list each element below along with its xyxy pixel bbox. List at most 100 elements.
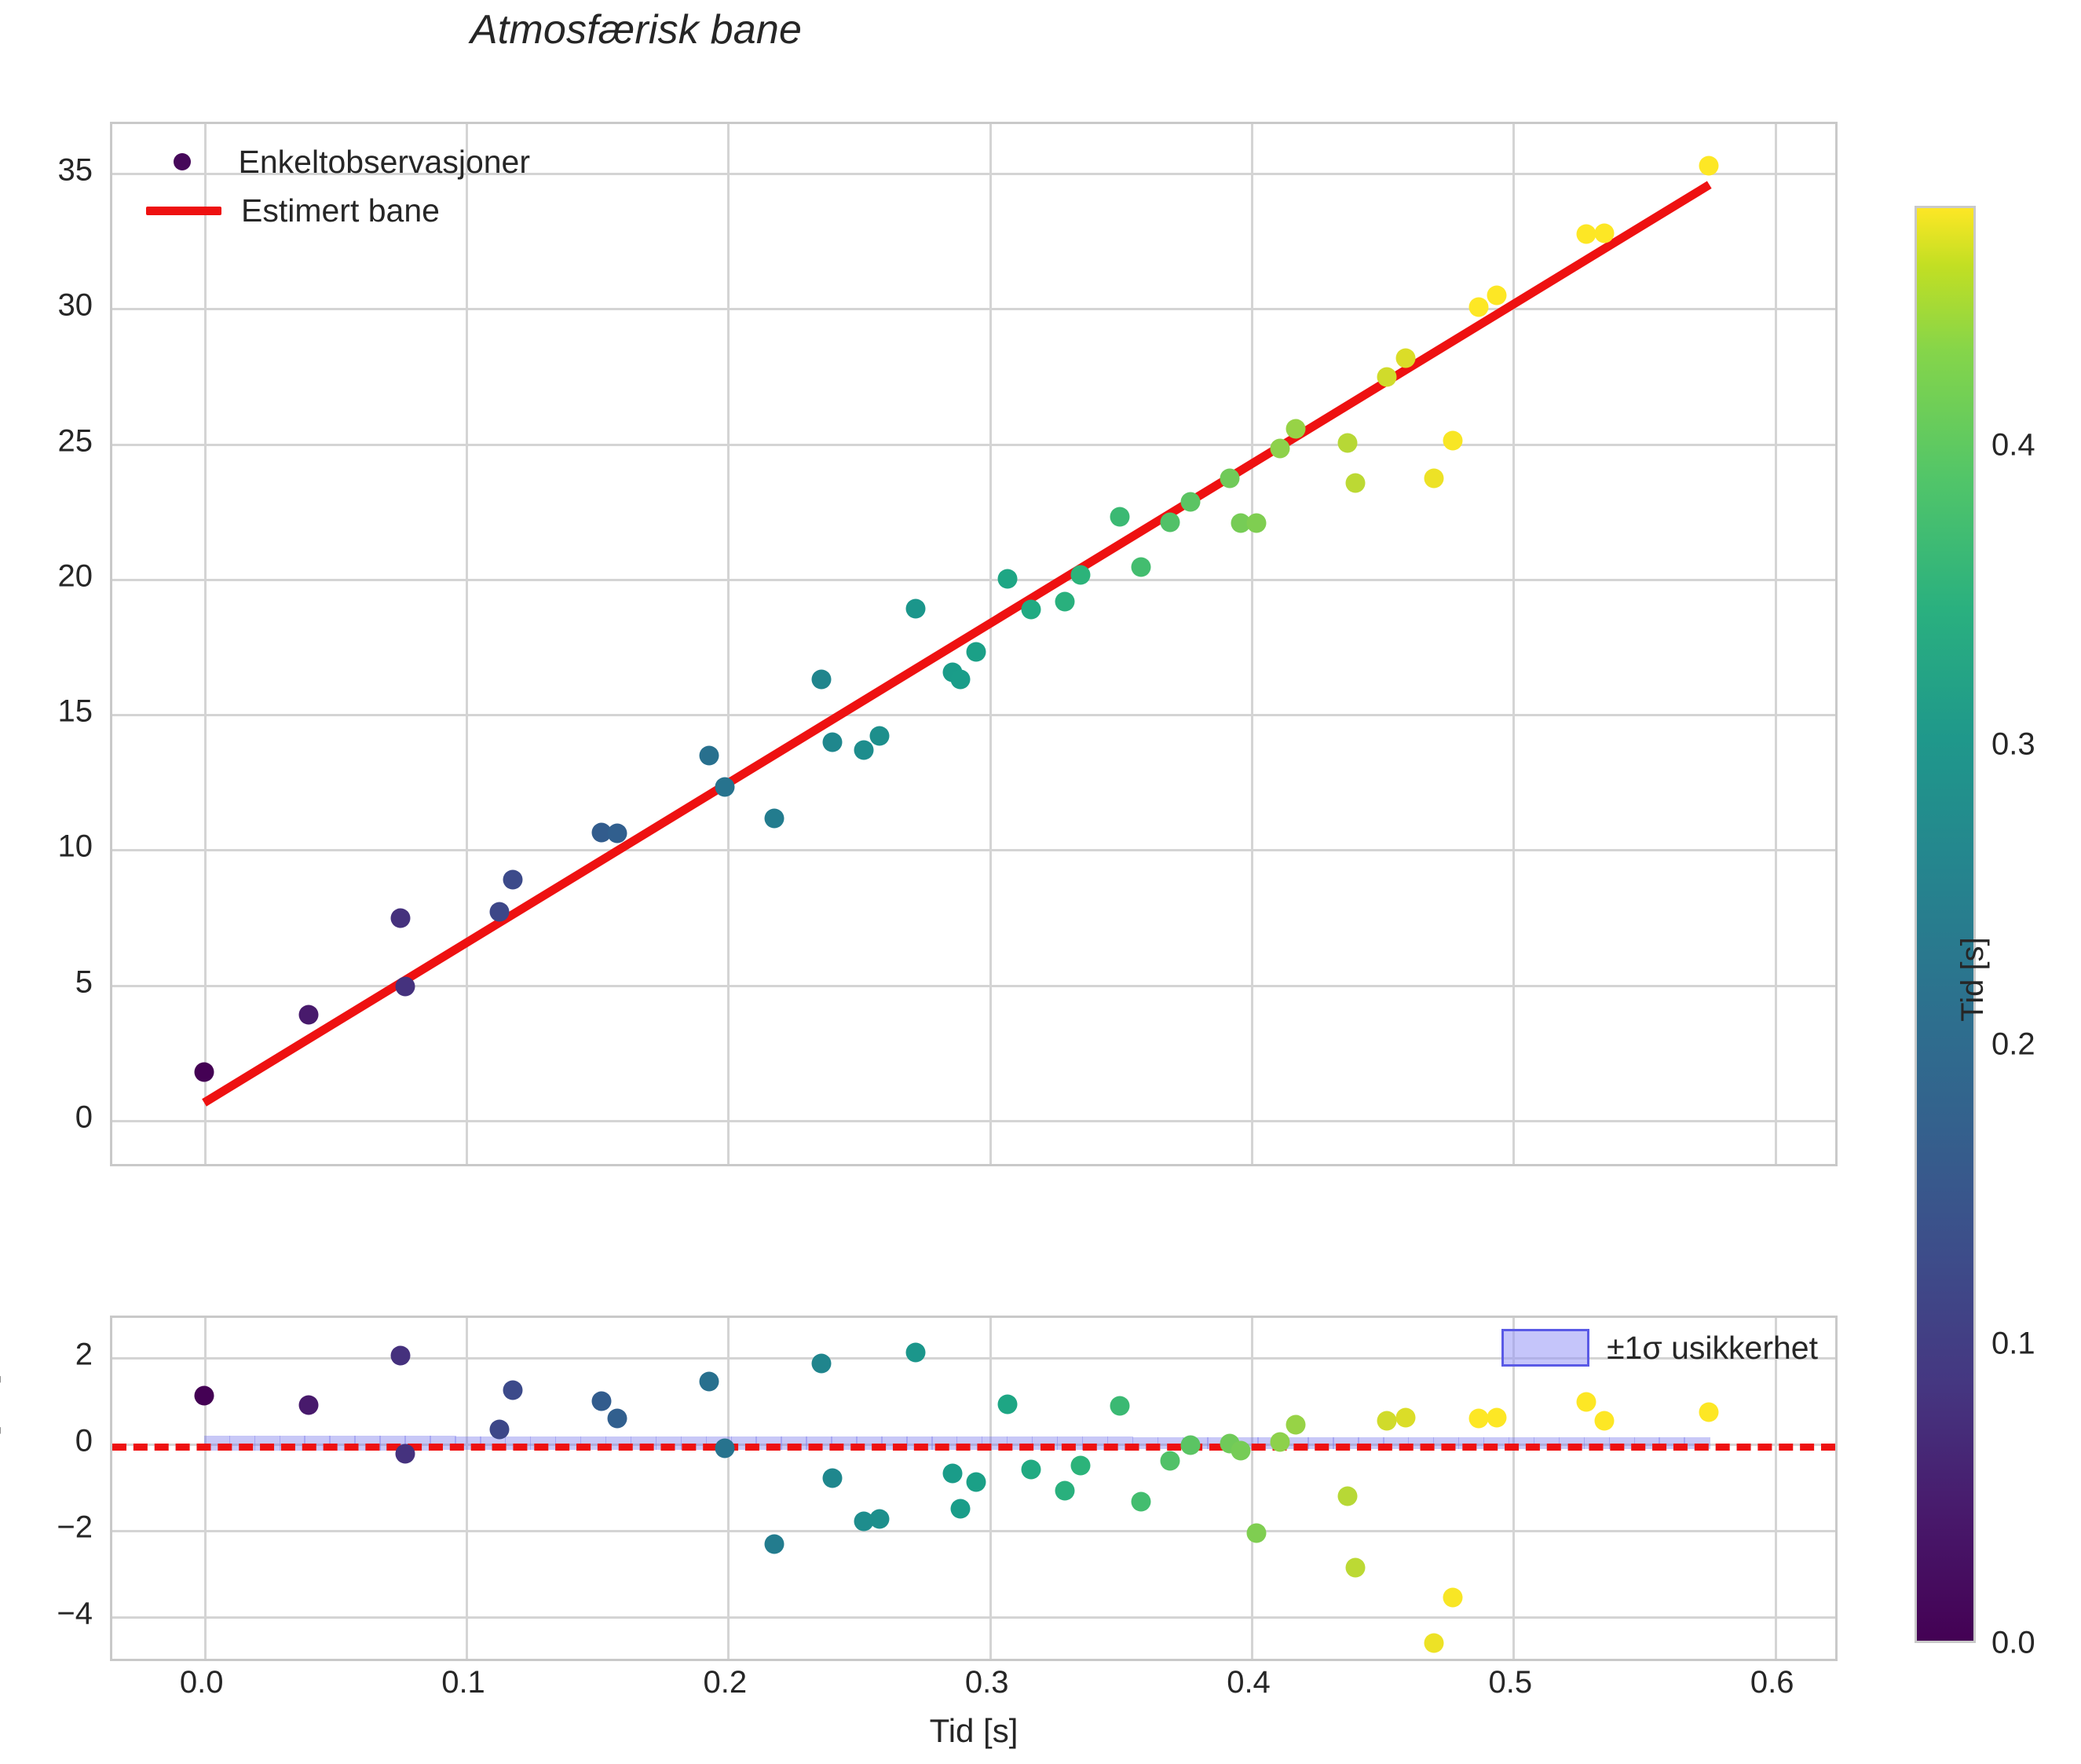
main-scatter-panel (110, 122, 1838, 1166)
residual-legend: ±1σ usikkerhet (1501, 1329, 1818, 1367)
colorbar-tick-label: 0.2 (1991, 1027, 2035, 1061)
scatter-point (715, 777, 735, 797)
x-tick-label: 0.0 (179, 1665, 224, 1700)
residual-point (390, 1345, 411, 1366)
scatter-point (1055, 591, 1075, 612)
y-tick-label: 30 (57, 287, 93, 323)
residual-point (1180, 1435, 1201, 1455)
residual-point (1231, 1440, 1251, 1461)
scatter-point (764, 808, 784, 829)
colorbar-tick-label: 0.0 (1991, 1625, 2035, 1660)
residual-point (869, 1509, 890, 1529)
scatter-point (1180, 492, 1201, 512)
gridline-vertical (1774, 1318, 1777, 1659)
scatter-point (1110, 507, 1130, 527)
scatter-point (869, 726, 890, 746)
colorbar-label: Tid [s] (1955, 936, 1990, 1022)
scatter-point (966, 642, 986, 662)
y-tick-label: 35 (57, 152, 93, 188)
residual-point (822, 1468, 843, 1488)
residual-point (194, 1385, 214, 1406)
gridline-vertical (203, 124, 207, 1164)
scatter-point (1594, 223, 1615, 243)
gridline-horizontal (112, 984, 1835, 987)
y-tick-label: −2 (57, 1510, 93, 1544)
gridline-horizontal (112, 1529, 1835, 1532)
scatter-point (854, 740, 874, 760)
residual-point (950, 1499, 971, 1519)
scatter-point (1395, 348, 1416, 368)
colorbar-tick-label: 0.4 (1991, 427, 2035, 463)
scatter-point (1246, 513, 1267, 533)
legend-entry-fitline: Estimert bane (137, 186, 530, 235)
gridline-horizontal (112, 578, 1835, 581)
residual-point (1110, 1396, 1130, 1416)
gridline-horizontal (112, 173, 1835, 176)
scatter-point (1270, 438, 1290, 459)
gridline-horizontal (112, 1356, 1835, 1360)
residual-point (1337, 1486, 1358, 1506)
residual-point (1246, 1523, 1267, 1543)
residual-point (1377, 1411, 1397, 1431)
gridline-vertical (1512, 1318, 1516, 1659)
residual-point (1055, 1480, 1075, 1501)
x-tick-label: 0.5 (1488, 1665, 1533, 1700)
residual-point (1286, 1414, 1306, 1435)
colorbar (1915, 206, 1976, 1643)
gridline-vertical (466, 124, 468, 1164)
residual-point (699, 1371, 719, 1392)
scatter-point (1576, 224, 1596, 244)
scatter-point (1131, 557, 1151, 577)
scatter-marker-icon (137, 153, 228, 170)
gridline-horizontal (112, 443, 1835, 446)
gridline-vertical (203, 1318, 207, 1659)
legend-label-scatter: Enkeltobservasjoner (238, 143, 530, 180)
scatter-point (699, 745, 719, 766)
y-tick-label: 5 (75, 964, 93, 1000)
y-tick-label: −4 (57, 1596, 93, 1630)
scatter-point (1377, 367, 1397, 387)
residual-point (503, 1380, 523, 1400)
y-tick-label: 20 (57, 558, 93, 594)
scatter-point (1337, 433, 1358, 453)
residual-point (1594, 1411, 1615, 1431)
y-tick-label: 2 (75, 1337, 93, 1371)
scatter-point (194, 1062, 214, 1082)
residual-point (1345, 1557, 1366, 1578)
scatter-point (997, 569, 1018, 589)
residual-point (905, 1342, 926, 1363)
residual-plot-area (112, 1318, 1835, 1659)
scatter-point (1487, 285, 1507, 306)
x-tick-label: 0.4 (1227, 1665, 1271, 1700)
scatter-point (1286, 419, 1306, 439)
scatter-point (905, 598, 926, 619)
residual-point (591, 1391, 612, 1411)
residual-point (1424, 1633, 1444, 1653)
residual-point (811, 1353, 832, 1374)
scatter-point (1220, 468, 1240, 489)
scatter-point (1424, 468, 1444, 489)
residual-point (1487, 1407, 1507, 1427)
page-title: Atmosfærisk bane (470, 7, 803, 53)
scatter-point (1468, 297, 1489, 317)
zero-reference-line (112, 1443, 1835, 1451)
scatter-point (1021, 599, 1041, 620)
gridline-vertical (727, 1318, 730, 1659)
colorbar-tick-label: 0.3 (1991, 726, 2035, 762)
residual-point (1699, 1402, 1719, 1422)
gridline-vertical (727, 124, 730, 1164)
residual-point (715, 1438, 735, 1458)
scatter-point (607, 823, 627, 844)
residual-point (942, 1463, 963, 1484)
scatter-point (503, 869, 523, 890)
x-tick-label: 0.2 (703, 1665, 748, 1700)
residual-point (607, 1408, 627, 1429)
residual-point (489, 1419, 510, 1440)
residual-point (1160, 1451, 1180, 1470)
y-tick-label: 25 (57, 423, 93, 459)
scatter-point (1160, 512, 1180, 532)
residual-point (966, 1472, 986, 1492)
main-legend: Enkeltobservasjoner Estimert bane (137, 137, 530, 235)
residual-y-axis-label: Residualer [km] (0, 1316, 11, 1661)
scatter-point (1443, 430, 1463, 451)
